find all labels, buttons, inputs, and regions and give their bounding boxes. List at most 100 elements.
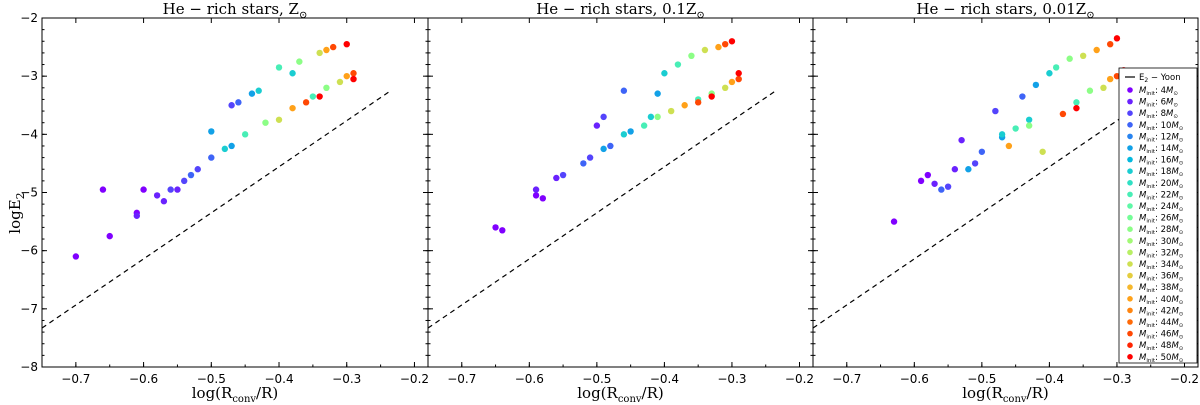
panel-title-sub: ⊙: [696, 10, 704, 21]
legend-mass-value: : 14: [1155, 144, 1171, 154]
panel-title-main: He − rich stars, Z: [163, 0, 299, 18]
legend-mass-prefix-sub: init: [1146, 126, 1156, 132]
data-point: [998, 131, 1006, 138]
legend-marker: [1127, 342, 1133, 349]
legend-mass-value: : 10: [1155, 121, 1171, 131]
data-point: [1100, 84, 1107, 92]
legend-mass-suffix: M: [1171, 330, 1179, 340]
legend-mass-prefix: M: [1139, 214, 1147, 224]
legend-mass-suffix-sub: ⊙: [1179, 126, 1184, 132]
legend-mass-value: : 18: [1155, 167, 1171, 177]
x-tick-label: −0.4: [1035, 372, 1064, 386]
data-point: [600, 113, 607, 121]
x-axis-label: log(Rconv/R): [962, 384, 1049, 405]
x-axis-label-sub: conv: [618, 394, 642, 405]
data-point: [735, 70, 742, 77]
legend-mass-value: : 50: [1155, 353, 1171, 363]
legend-mass-prefix: M: [1139, 121, 1147, 131]
legend-mass-value: : 26: [1155, 214, 1171, 224]
legend-mass-value: : 32: [1155, 248, 1171, 258]
data-point: [221, 145, 229, 153]
legend-entry-label: Minit: 46M⊙: [1139, 330, 1183, 341]
data-point: [208, 128, 215, 135]
data-point: [580, 160, 587, 167]
legend-mass-prefix-sub: init: [1146, 346, 1156, 352]
legend-mass-prefix: M: [1139, 202, 1147, 212]
legend-entry-label: Minit: 14M⊙: [1139, 144, 1183, 155]
data-point: [228, 142, 235, 150]
legend-mass-prefix-sub: init: [1146, 184, 1156, 190]
y-tick-label: −3: [20, 69, 38, 83]
legend-marker: [1127, 261, 1133, 267]
legend-mass-suffix: M: [1171, 248, 1179, 258]
legend-entry-label: Minit: 26M⊙: [1139, 214, 1183, 225]
legend-mass-value: : 42: [1155, 306, 1171, 316]
data-point: [931, 180, 938, 187]
y-tick-label: −5: [20, 186, 38, 200]
data-point: [262, 119, 269, 126]
legend-marker: [1127, 122, 1133, 128]
x-axis-label-tail: /R): [256, 384, 278, 402]
data-point: [593, 122, 601, 129]
data-point: [302, 99, 310, 106]
x-tick-label: −0.4: [650, 372, 679, 386]
y-tick-label: −2: [20, 11, 38, 25]
data-point: [944, 183, 952, 190]
x-axis-label-sub: conv: [1003, 394, 1027, 405]
legend-mass-suffix: M: [1171, 237, 1179, 247]
x-tick-label: −0.4: [264, 372, 293, 386]
data-point: [532, 186, 540, 193]
legend-mass-prefix: M: [1139, 260, 1147, 270]
x-tick-label: −0.2: [400, 372, 429, 386]
data-point: [208, 154, 215, 161]
legend-entry-label: Minit: 38M⊙: [1139, 283, 1183, 294]
legend-mass-prefix: M: [1139, 225, 1147, 235]
legend-entry-label: Minit: 4M⊙: [1139, 86, 1178, 97]
legend-entry-label: Minit: 12M⊙: [1139, 132, 1183, 143]
legend-mass-suffix: M: [1171, 214, 1179, 224]
legend-entry-label: Minit: 34M⊙: [1139, 260, 1183, 271]
legend-marker: [1127, 191, 1133, 198]
legend-entry-label: Minit: 44M⊙: [1139, 318, 1183, 329]
panels: −0.7 −0.6 −0.5 −0.4 −0.3 −0.2 −8 −7 −6 −5 −4 −3 −2 He…: [20, 0, 1199, 405]
yoon-reference-line: [41, 90, 392, 329]
legend-marker: [1127, 145, 1133, 151]
data-point: [1113, 35, 1121, 42]
legend-mass-value: : 40: [1155, 295, 1171, 305]
data-point: [539, 195, 547, 202]
legend-mass-suffix: M: [1166, 86, 1174, 96]
legend-mass-prefix-sub: init: [1146, 300, 1156, 306]
legend-mass-value: : 46: [1155, 330, 1171, 340]
data-point: [1086, 87, 1094, 94]
x-axis-label: log(Rconv/R): [192, 384, 279, 405]
legend-mass-suffix-sub: ⊙: [1179, 195, 1184, 201]
legend-mass-suffix: M: [1171, 341, 1179, 351]
legend-mass-prefix: M: [1139, 318, 1147, 328]
data-point: [890, 218, 898, 225]
data-point: [951, 166, 959, 173]
data-point: [1059, 110, 1067, 118]
legend-mass-suffix-sub: ⊙: [1179, 277, 1184, 283]
legend-marker: [1127, 203, 1133, 209]
legend-entry-label: Minit: 42M⊙: [1139, 306, 1183, 317]
legend-entry-label: Minit: 28M⊙: [1139, 225, 1183, 236]
legend-mass-prefix: M: [1139, 109, 1147, 119]
legend-mass-value: : 30: [1155, 237, 1171, 247]
x-tick-label: −0.7: [61, 372, 90, 386]
legend-marker: [1127, 307, 1133, 314]
legend-mass-suffix: M: [1171, 121, 1179, 131]
data-point: [1073, 104, 1080, 112]
data-point: [99, 186, 107, 193]
legend-mass-prefix: M: [1139, 353, 1147, 363]
legend-marker: [1127, 180, 1133, 186]
legend-entry-label: Minit: 6M⊙: [1139, 98, 1178, 109]
data-point: [350, 70, 357, 77]
data-point: [992, 107, 999, 115]
data-point: [1039, 148, 1046, 155]
legend-mass-prefix-sub: init: [1146, 288, 1156, 294]
legend-marker: [1127, 214, 1133, 221]
legend-marker: [1127, 156, 1133, 163]
legend-mass-prefix: M: [1139, 179, 1147, 189]
data-point: [715, 43, 722, 51]
